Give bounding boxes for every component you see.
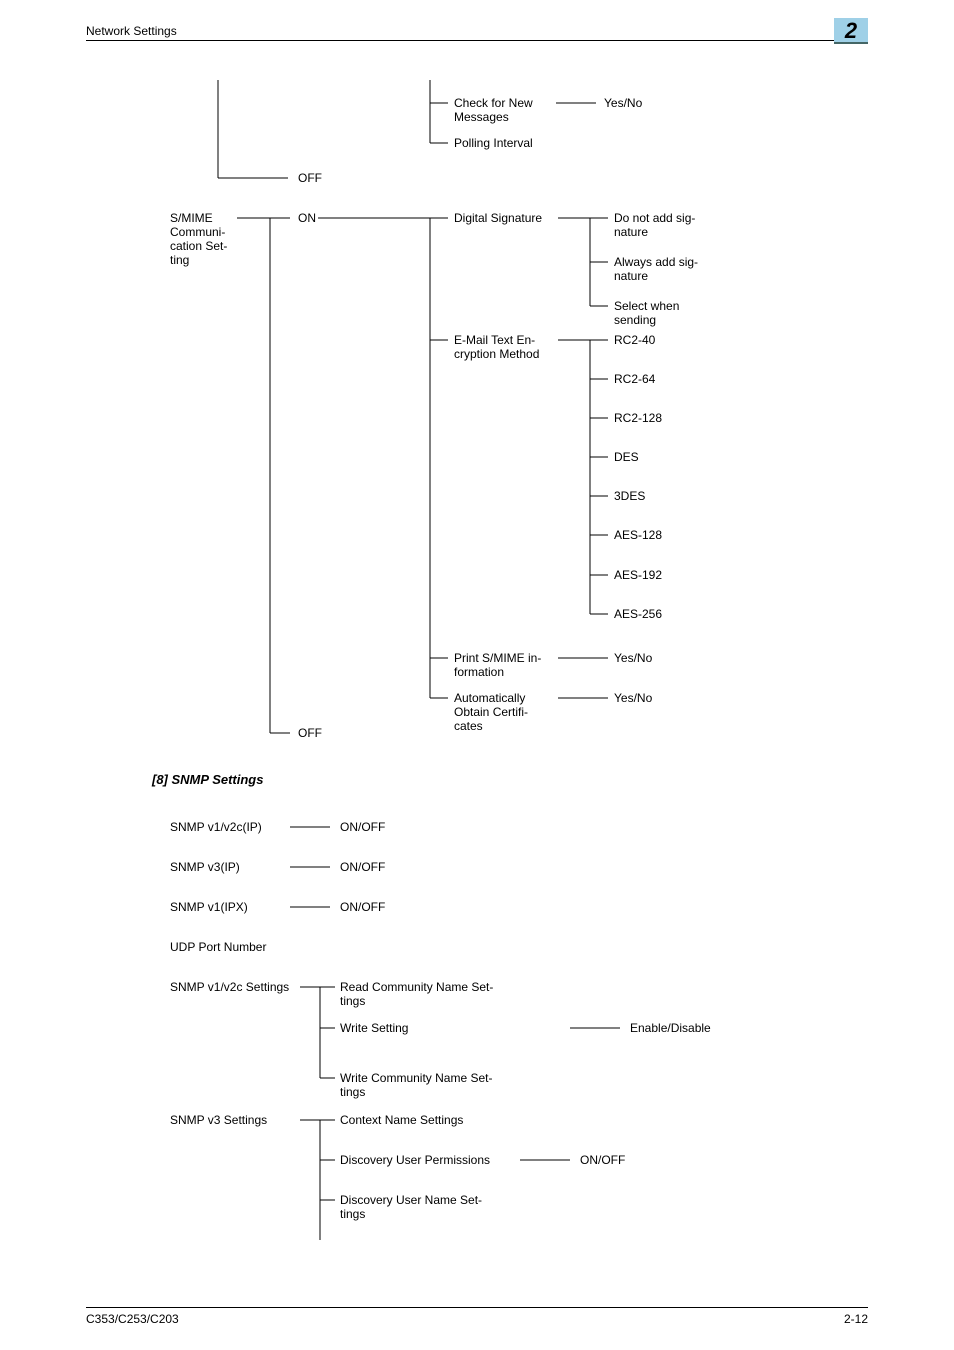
label-snmp-v3-settings: SNMP v3 Settings bbox=[170, 1113, 267, 1127]
value-snmp-v3-ip: ON/OFF bbox=[340, 860, 385, 874]
option-enc-4: 3DES bbox=[614, 489, 645, 503]
label-polling-interval: Polling Interval bbox=[454, 136, 533, 150]
label-off-1: OFF bbox=[298, 171, 322, 185]
label-smime-root: S/MIMECommuni-cation Set-ting bbox=[170, 211, 227, 267]
option-ds-2: Select whensending bbox=[614, 299, 679, 327]
label-read-community: Read Community Name Set-tings bbox=[340, 980, 493, 1008]
option-enc-5: AES-128 bbox=[614, 528, 662, 542]
option-enc-1: RC2-64 bbox=[614, 372, 656, 386]
value-snmp-v1-ipx: ON/OFF bbox=[340, 900, 385, 914]
label-snmp-v1-ipx: SNMP v1(IPX) bbox=[170, 900, 248, 914]
option-ds-0: Do not add sig-nature bbox=[614, 211, 695, 239]
option-enc-6: AES-192 bbox=[614, 568, 662, 582]
footer-page: 2-12 bbox=[844, 1312, 868, 1326]
value-disc-perm: ON/OFF bbox=[580, 1153, 625, 1167]
tree-smime: Check for NewMessages Yes/No Polling Int… bbox=[0, 0, 954, 770]
label-udp-port: UDP Port Number bbox=[170, 940, 266, 954]
label-digital-signature: Digital Signature bbox=[454, 211, 542, 225]
label-print-smime: Print S/MIME in-formation bbox=[454, 651, 541, 679]
label-write-setting: Write Setting bbox=[340, 1021, 408, 1035]
label-disc-user: Discovery User Name Set-tings bbox=[340, 1193, 482, 1221]
label-snmp-v3-ip: SNMP v3(IP) bbox=[170, 860, 240, 874]
tree-snmp: SNMP v1/v2c(IP) ON/OFF SNMP v3(IP) ON/OF… bbox=[0, 800, 954, 1290]
footer-rule bbox=[86, 1307, 868, 1308]
label-disc-perm: Discovery User Permissions bbox=[340, 1153, 490, 1167]
value-write-setting: Enable/Disable bbox=[630, 1021, 711, 1035]
option-enc-7: AES-256 bbox=[614, 607, 662, 621]
value-print-smime: Yes/No bbox=[614, 651, 653, 665]
label-check-new-messages: Check for NewMessages bbox=[454, 96, 533, 124]
option-ds-1: Always add sig-nature bbox=[614, 255, 698, 283]
label-snmp-v1v2c-ip: SNMP v1/v2c(IP) bbox=[170, 820, 262, 834]
label-on: ON bbox=[298, 211, 316, 225]
label-auto-cert: AutomaticallyObtain Certifi-cates bbox=[454, 691, 528, 733]
heading-snmp-settings: [8] SNMP Settings bbox=[152, 772, 263, 787]
label-off-2: OFF bbox=[298, 726, 322, 740]
option-enc-0: RC2-40 bbox=[614, 333, 656, 347]
value-snmp-v1v2c-ip: ON/OFF bbox=[340, 820, 385, 834]
label-snmp-v1v2c-settings: SNMP v1/v2c Settings bbox=[170, 980, 289, 994]
value-check-new-messages: Yes/No bbox=[604, 96, 643, 110]
option-enc-2: RC2-128 bbox=[614, 411, 662, 425]
option-enc-3: DES bbox=[614, 450, 639, 464]
value-auto-cert: Yes/No bbox=[614, 691, 653, 705]
label-context-name: Context Name Settings bbox=[340, 1113, 463, 1127]
label-write-community: Write Community Name Set-tings bbox=[340, 1071, 492, 1099]
label-email-enc: E-Mail Text En-cryption Method bbox=[454, 333, 539, 361]
footer-model: C353/C253/C203 bbox=[86, 1312, 179, 1326]
